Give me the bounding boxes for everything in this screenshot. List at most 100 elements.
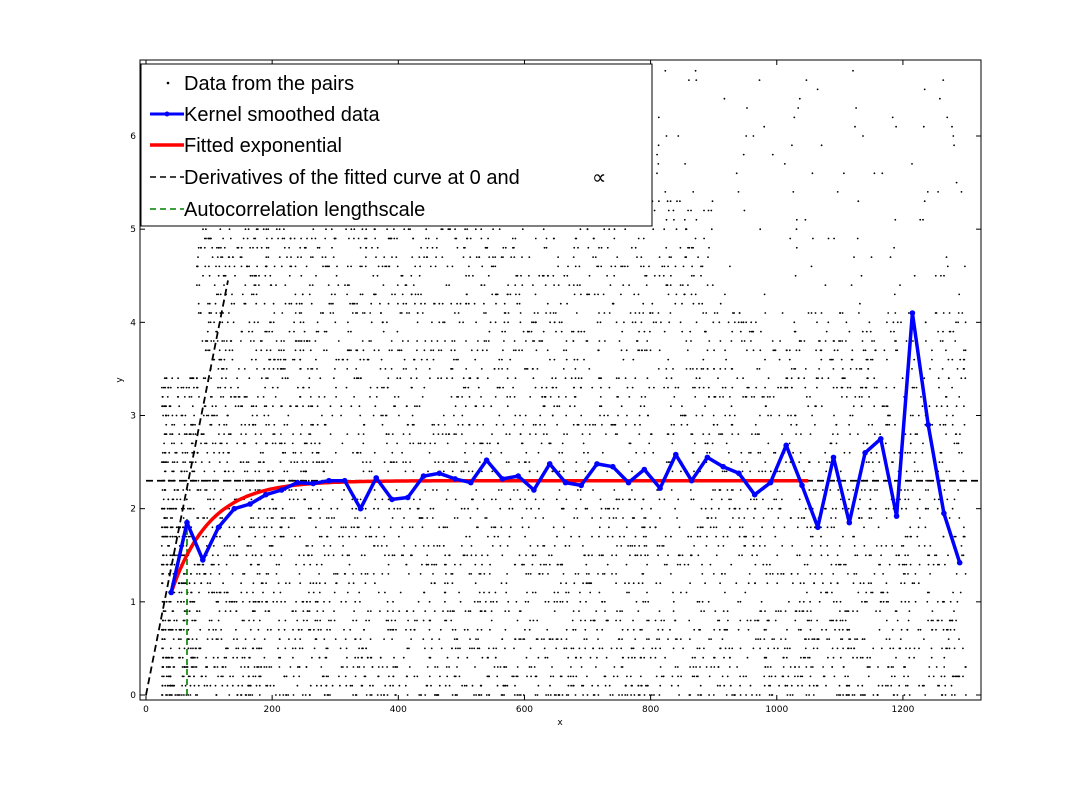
scatter-point (951, 694, 953, 696)
scatter-point (262, 396, 265, 398)
scatter-point (504, 684, 507, 687)
scatter-point (516, 694, 519, 696)
scatter-point (431, 517, 434, 519)
scatter-point (230, 396, 232, 398)
scatter-point (389, 237, 392, 240)
scatter-point (530, 675, 532, 678)
scatter-point (292, 694, 295, 696)
scatter-point (809, 610, 812, 612)
scatter-point (185, 535, 188, 538)
scatter-point (355, 349, 358, 352)
scatter-point (589, 619, 592, 622)
scatter-point (790, 377, 793, 380)
scatter-point (796, 526, 799, 529)
scatter-point (184, 684, 187, 687)
scatter-point (906, 535, 909, 538)
scatter-point (754, 433, 757, 435)
scatter-point (716, 423, 719, 426)
scatter-point (479, 573, 482, 575)
scatter-point (453, 675, 456, 678)
scatter-point (644, 554, 647, 557)
scatter-point (941, 600, 944, 603)
scatter-point (849, 414, 852, 417)
scatter-point (507, 461, 510, 463)
scatter-point (719, 340, 722, 342)
scatter-point (879, 600, 882, 603)
scatter-point (488, 573, 491, 575)
scatter-point (746, 656, 749, 659)
scatter-point (174, 507, 177, 510)
scatter-point (444, 526, 446, 529)
scatter-point (474, 563, 477, 566)
scatter-point (689, 554, 692, 557)
scatter-point (315, 563, 318, 566)
scatter-point (836, 554, 839, 557)
scatter-point (549, 694, 552, 696)
scatter-point (252, 517, 255, 519)
scatter-point (189, 600, 192, 603)
scatter-point (720, 433, 722, 435)
scatter-point (612, 302, 615, 305)
scatter-point (220, 442, 223, 445)
scatter-point (454, 628, 457, 631)
scatter-point (283, 470, 286, 473)
scatter-point (376, 274, 379, 277)
scatter-point (352, 666, 355, 668)
scatter-point (560, 330, 563, 333)
scatter-point (519, 694, 522, 696)
scatter-point (316, 321, 319, 324)
scatter-point (892, 647, 895, 650)
scatter-point (163, 638, 166, 640)
scatter-point (680, 470, 682, 473)
scatter-point (619, 610, 621, 612)
scatter-point (492, 647, 495, 650)
scatter-point (798, 340, 801, 342)
scatter-point (791, 694, 794, 696)
scatter-point (322, 675, 325, 678)
scatter-point (412, 498, 415, 501)
scatter-point (165, 656, 168, 659)
scatter-point (226, 442, 228, 445)
scatter-point (739, 675, 741, 678)
scatter-point (292, 358, 294, 361)
scatter-point (742, 321, 745, 324)
scatter-point (785, 656, 788, 659)
scatter-point (195, 647, 198, 650)
scatter-point (744, 545, 747, 547)
scatter-point (638, 545, 641, 547)
scatter-point (841, 507, 844, 510)
scatter-point (555, 330, 557, 333)
scatter-point (411, 423, 414, 426)
scatter-point (579, 284, 581, 286)
scatter-point (647, 684, 649, 687)
scatter-point (842, 694, 844, 696)
scatter-point (387, 563, 390, 566)
scatter-point (649, 312, 652, 314)
scatter-point (481, 563, 483, 566)
scatter-point (893, 694, 895, 696)
scatter-point (246, 470, 249, 473)
scatter-point (243, 470, 246, 473)
scatter-point (790, 573, 793, 575)
scatter-point (638, 312, 641, 314)
scatter-point (198, 284, 201, 286)
scatter-point (859, 694, 862, 696)
scatter-point (549, 638, 552, 640)
scatter-point (693, 545, 695, 547)
scatter-point (773, 498, 776, 501)
scatter-point (769, 396, 771, 398)
scatter-point (949, 619, 952, 622)
scatter-point (710, 507, 713, 510)
scatter-point (830, 619, 833, 622)
scatter-point (255, 358, 257, 361)
scatter-point (833, 349, 836, 352)
scatter-point (800, 656, 802, 659)
scatter-point (221, 684, 224, 687)
scatter-point (879, 610, 881, 612)
scatter-point (701, 265, 704, 268)
scatter-point (739, 600, 742, 603)
scatter-point (533, 666, 536, 668)
scatter-point (418, 274, 421, 277)
scatter-point (604, 610, 606, 612)
